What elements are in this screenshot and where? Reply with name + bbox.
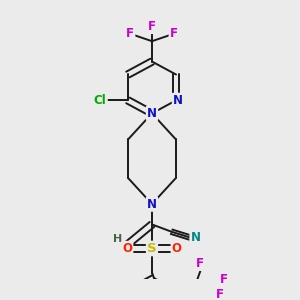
Text: N: N	[190, 231, 201, 244]
Text: F: F	[170, 27, 178, 40]
Text: O: O	[172, 242, 182, 255]
Text: F: F	[196, 257, 204, 270]
Text: O: O	[122, 242, 132, 255]
Text: N: N	[147, 107, 157, 120]
Text: F: F	[148, 20, 156, 33]
Text: F: F	[126, 27, 134, 40]
Text: S: S	[147, 242, 157, 255]
Text: N: N	[147, 198, 157, 211]
Text: N: N	[173, 94, 183, 107]
Text: F: F	[220, 273, 228, 286]
Text: H: H	[113, 234, 122, 244]
Text: Cl: Cl	[94, 94, 106, 107]
Text: F: F	[216, 288, 224, 300]
